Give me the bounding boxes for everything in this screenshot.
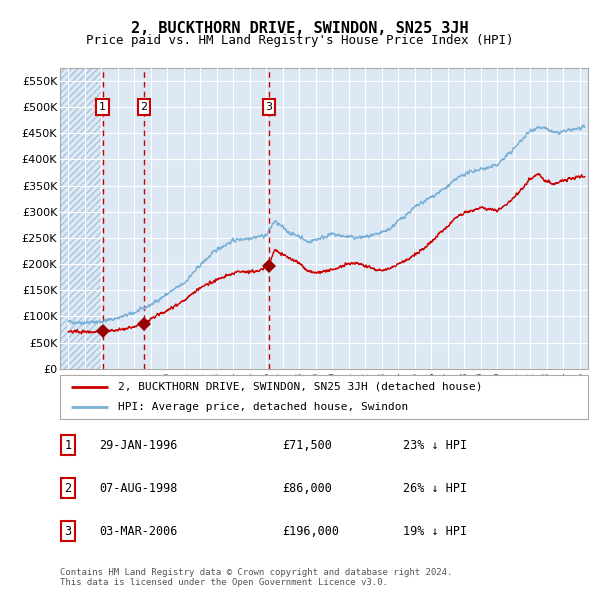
Text: 23% ↓ HPI: 23% ↓ HPI	[403, 438, 467, 451]
Text: 26% ↓ HPI: 26% ↓ HPI	[403, 481, 467, 495]
Text: 1: 1	[64, 438, 71, 451]
Text: 2, BUCKTHORN DRIVE, SWINDON, SN25 3JH: 2, BUCKTHORN DRIVE, SWINDON, SN25 3JH	[131, 21, 469, 35]
Text: £196,000: £196,000	[282, 525, 339, 538]
Text: HPI: Average price, detached house, Swindon: HPI: Average price, detached house, Swin…	[118, 402, 409, 412]
Text: Price paid vs. HM Land Registry's House Price Index (HPI): Price paid vs. HM Land Registry's House …	[86, 34, 514, 47]
Text: 19% ↓ HPI: 19% ↓ HPI	[403, 525, 467, 538]
FancyBboxPatch shape	[60, 375, 588, 419]
Text: 29-JAN-1996: 29-JAN-1996	[100, 438, 178, 451]
Text: £71,500: £71,500	[282, 438, 332, 451]
Text: 03-MAR-2006: 03-MAR-2006	[100, 525, 178, 538]
Text: 2: 2	[64, 481, 71, 495]
Text: 2: 2	[140, 102, 148, 112]
Text: £86,000: £86,000	[282, 481, 332, 495]
Text: 2, BUCKTHORN DRIVE, SWINDON, SN25 3JH (detached house): 2, BUCKTHORN DRIVE, SWINDON, SN25 3JH (d…	[118, 382, 482, 392]
Text: 07-AUG-1998: 07-AUG-1998	[100, 481, 178, 495]
Text: 3: 3	[266, 102, 272, 112]
Text: Contains HM Land Registry data © Crown copyright and database right 2024.
This d: Contains HM Land Registry data © Crown c…	[60, 568, 452, 587]
Text: 3: 3	[64, 525, 71, 538]
Text: 1: 1	[99, 102, 106, 112]
